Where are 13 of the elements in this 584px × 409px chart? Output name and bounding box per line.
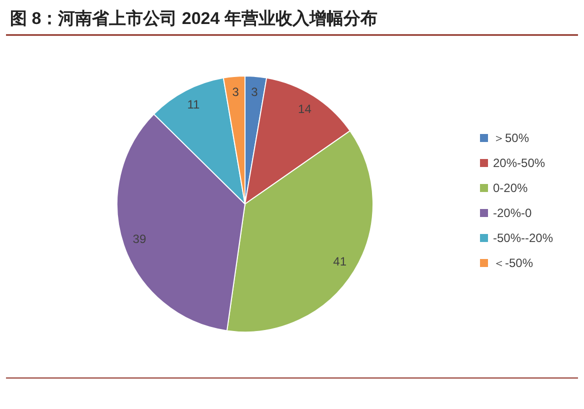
- data-label: 41: [333, 254, 347, 269]
- chart-title: 图 8：河南省上市公司 2024 年营业收入增幅分布: [10, 9, 378, 28]
- legend-label: ＜-50%: [493, 256, 534, 270]
- legend-label: -50%--20%: [493, 231, 554, 245]
- data-label: 14: [298, 102, 312, 116]
- legend-label: ＞50%: [493, 131, 530, 145]
- legend-label: -20%-0: [493, 206, 532, 220]
- data-label: 3: [232, 85, 240, 100]
- legend-label: 0-20%: [493, 181, 528, 195]
- legend-label: 20%-50%: [493, 156, 546, 170]
- data-label: 39: [132, 232, 146, 246]
- data-label: 3: [251, 85, 258, 100]
- data-label: 11: [187, 97, 200, 112]
